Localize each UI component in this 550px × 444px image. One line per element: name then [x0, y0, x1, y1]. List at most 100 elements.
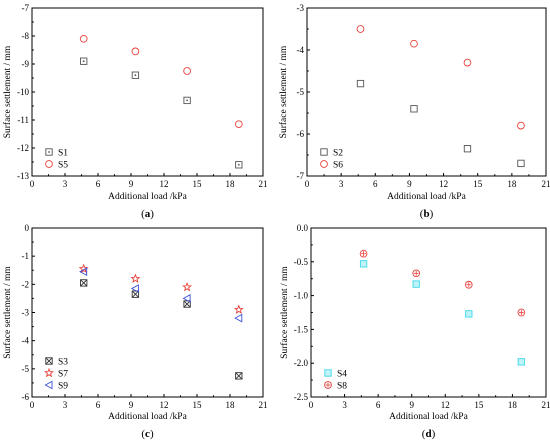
- data-point-S9-4: [234, 313, 243, 323]
- data-point-S6-4: [517, 121, 525, 130]
- y-tick-label: -0.5: [294, 257, 309, 267]
- x-axis-title: Additional load /kPa: [389, 412, 468, 422]
- data-point-S6-1: [356, 25, 365, 33]
- data-point-S5-1: [79, 34, 88, 43]
- data-point-S4-3: [465, 310, 473, 318]
- data-point-S4-2: [412, 280, 420, 288]
- data-point-S7-3: [182, 281, 193, 292]
- data-point-S8-1: [359, 249, 368, 258]
- y-tick-label: -2.5: [294, 392, 309, 402]
- data-point-S2-2: [410, 105, 418, 113]
- x-tick-label: 18: [507, 179, 517, 189]
- data-point-S8-3: [464, 280, 473, 289]
- x-tick-label: 0: [305, 179, 310, 189]
- legend-label-S6: S6: [333, 160, 343, 170]
- legend-marker-S2: [320, 148, 328, 156]
- x-tick-label: 15: [473, 179, 483, 189]
- data-point-S7-4: [233, 304, 244, 314]
- legend-marker-S8: [324, 381, 332, 389]
- data-point-S8-4: [517, 308, 526, 317]
- data-point-S5-3: [183, 67, 191, 75]
- y-tick-label: -10: [17, 87, 29, 97]
- x-tick-label: 6: [373, 179, 378, 189]
- y-tick-label: -4: [297, 45, 305, 55]
- x-tick-label: 6: [376, 400, 381, 410]
- data-point-S1-3: [183, 96, 191, 105]
- y-tick-label: -12: [17, 143, 29, 153]
- legend-label-S1: S1: [58, 148, 68, 158]
- x-axis-title: Additional load /kPa: [108, 412, 187, 422]
- x-tick-label: 9: [129, 179, 134, 189]
- data-point-S8-2: [412, 269, 421, 278]
- y-tick-label: -3: [22, 308, 30, 318]
- x-tick-label: 6: [96, 179, 101, 189]
- y-tick-label: -2: [22, 279, 30, 289]
- legend-label-S5: S5: [58, 160, 68, 170]
- panel-label: (c): [141, 428, 154, 440]
- legend-marker-S1: [45, 148, 53, 156]
- legend-label-S2: S2: [333, 148, 343, 158]
- chart-panel-a: 0 3 6 9 12 15 18 21 -13 -12 -11 -10 -9 -8 -7 Additional…: [2, 3, 268, 220]
- chart-panel-c: 0 3 6 9 12 15 18 21 -6 -5 -4 -3 -2 -1 0 Additional load…: [2, 223, 268, 440]
- legend-label-S8: S8: [337, 381, 347, 391]
- chart-panel-b: 0 3 6 9 12 15 18 21 -7 -6 -5 -4 -3 Additional load /k…: [278, 3, 550, 220]
- panel-label: (b): [420, 208, 434, 220]
- data-point-S1-1: [80, 57, 88, 65]
- data-point-S6-2: [410, 39, 418, 48]
- x-tick-label: 3: [339, 179, 344, 189]
- y-tick-label: -11: [17, 115, 29, 125]
- data-point-S4-4: [517, 358, 526, 366]
- data-point-S7-1: [78, 263, 89, 274]
- x-tick-label: 18: [226, 400, 236, 410]
- data-point-S2-4: [517, 159, 525, 168]
- x-tick-label: 12: [160, 179, 169, 189]
- y-axis-title: Surface settlement / mm: [2, 45, 13, 138]
- legend-marker-S9: [44, 380, 53, 390]
- x-tick-label: 18: [226, 179, 236, 189]
- y-tick-label: -6: [22, 392, 30, 402]
- data-point-S9-3: [182, 294, 191, 303]
- y-tick-label: -3: [297, 3, 305, 13]
- data-point-S1-4: [235, 161, 243, 169]
- panel-label: (d): [422, 428, 436, 440]
- data-point-S2-1: [356, 79, 365, 88]
- y-axis-title: Surface settlement / mm: [2, 266, 13, 359]
- data-point-S3-1: [80, 279, 88, 287]
- x-tick-label: 12: [439, 179, 448, 189]
- x-tick-label: 12: [441, 400, 450, 410]
- y-tick-label: -5: [297, 87, 305, 97]
- x-tick-label: 9: [129, 400, 134, 410]
- y-tick-label: -6: [297, 129, 305, 139]
- y-tick-label: 0.0: [297, 223, 309, 233]
- x-tick-label: 15: [193, 179, 203, 189]
- data-point-S5-4: [234, 120, 243, 129]
- y-tick-label: -9: [22, 59, 30, 69]
- y-axis-title: Surface settlement / mm: [279, 266, 290, 359]
- x-tick-label: 6: [96, 400, 101, 410]
- legend-marker-S4: [324, 369, 332, 377]
- legend-label-S3: S3: [58, 357, 68, 367]
- data-point-S3-4: [235, 372, 243, 380]
- legend-marker-S5: [45, 160, 53, 168]
- x-tick-label: 12: [160, 400, 169, 410]
- y-tick-label: -5: [22, 364, 30, 374]
- y-tick-label: -1.0: [294, 291, 309, 301]
- x-tick-label: 9: [407, 179, 412, 189]
- x-tick-label: 3: [342, 400, 347, 410]
- y-tick-label: -8: [22, 31, 30, 41]
- legend-marker-S3: [45, 357, 53, 365]
- legend-marker-S7: [44, 367, 54, 378]
- y-tick-label: -1.5: [294, 324, 309, 334]
- panel-label: (a): [141, 208, 154, 220]
- data-point-S9-1: [79, 267, 88, 277]
- y-tick-label: -13: [17, 171, 29, 181]
- data-point-S6-3: [463, 58, 472, 67]
- legend-marker-S6: [320, 160, 328, 168]
- x-axis-title: Additional load /kPa: [387, 192, 466, 202]
- x-tick-label: 9: [409, 400, 414, 410]
- y-tick-label: -7: [297, 171, 305, 181]
- x-tick-label: 0: [309, 400, 314, 410]
- y-tick-label: 0: [25, 223, 30, 233]
- x-tick-label: 15: [474, 400, 484, 410]
